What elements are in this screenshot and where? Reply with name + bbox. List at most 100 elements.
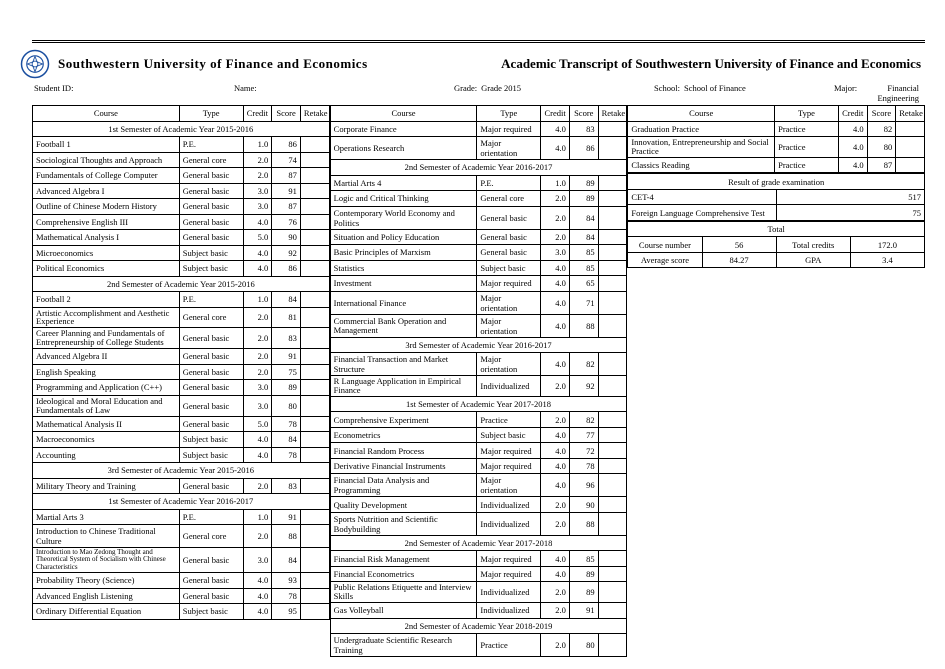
exam-value: 517 (776, 189, 924, 205)
course-retake (598, 353, 627, 376)
course-row: Situation and Policy EducationGeneral ba… (330, 229, 627, 245)
course-row: Martial Arts 4P.E.1.089 (330, 175, 627, 191)
course-type: General basic (179, 199, 243, 215)
course-score: 84 (272, 432, 301, 448)
course-type: Individualized (477, 603, 541, 619)
course-type: Individualized (477, 497, 541, 513)
course-retake (300, 447, 329, 463)
course-type: Subject basic (179, 245, 243, 261)
course-retake (300, 261, 329, 277)
course-name: Quality Development (330, 497, 477, 513)
course-retake (300, 349, 329, 365)
course-retake (300, 395, 329, 416)
course-name: R Language Application in Empirical Fina… (330, 376, 477, 397)
course-name: Advanced Algebra I (33, 183, 180, 199)
course-type: P.E. (179, 137, 243, 153)
th-credit: Credit (541, 106, 570, 122)
th-credit: Credit (838, 106, 867, 122)
course-retake (300, 137, 329, 153)
course-score: 85 (569, 260, 598, 276)
course-retake (598, 376, 627, 397)
course-retake (598, 512, 627, 535)
course-retake (598, 443, 627, 459)
course-retake (300, 573, 329, 589)
course-retake (598, 291, 627, 314)
course-credit: 2.0 (541, 582, 570, 603)
course-score: 87 (272, 199, 301, 215)
course-score: 74 (272, 152, 301, 168)
semester-header: 2nd Semester of Academic Year 2015-2016 (33, 276, 330, 292)
course-type: Individualized (477, 582, 541, 603)
course-credit: 2.0 (243, 525, 272, 548)
course-row: InvestmentMajor required4.065 (330, 276, 627, 292)
student-meta-row: Student ID: Name: Grade: Grade 2015 Scho… (34, 83, 925, 103)
course-score: 85 (569, 551, 598, 567)
course-retake (598, 497, 627, 513)
course-row: Artistic Accomplishment and Aesthetic Ex… (33, 307, 330, 328)
course-credit: 2.0 (243, 364, 272, 380)
course-score: 91 (272, 509, 301, 525)
course-retake (896, 121, 925, 137)
table-header-row: Course Type Credit Score Retake (628, 106, 925, 122)
course-name: Political Economics (33, 261, 180, 277)
course-score: 80 (272, 395, 301, 416)
course-score: 83 (272, 328, 301, 349)
semester-header: 3rd Semester of Academic Year 2015-2016 (33, 463, 330, 479)
semester-header: 2nd Semester of Academic Year 2017-2018 (330, 535, 627, 551)
course-type: Major required (477, 551, 541, 567)
course-name: Graduation Practice (628, 121, 775, 137)
course-name: Macroeconomics (33, 432, 180, 448)
course-name: Classics Reading (628, 157, 775, 173)
th-score: Score (272, 106, 301, 122)
course-credit: 4.0 (243, 214, 272, 230)
course-credit: 4.0 (243, 447, 272, 463)
course-type: General basic (477, 206, 541, 229)
student-id-label: Student ID: (34, 83, 73, 103)
course-retake (300, 364, 329, 380)
course-type: General basic (179, 364, 243, 380)
course-credit: 2.0 (243, 152, 272, 168)
course-credit: 5.0 (243, 230, 272, 246)
course-retake (300, 432, 329, 448)
course-row: EconometricsSubject basic4.077 (330, 427, 627, 443)
course-credit: 4.0 (838, 121, 867, 137)
course-row: Innovation, Entrepreneurship and Social … (628, 137, 925, 158)
course-type: General basic (179, 548, 243, 573)
course-row: Financial Transaction and Market Structu… (330, 353, 627, 376)
course-credit: 4.0 (541, 566, 570, 582)
course-number-label: Course number (628, 237, 702, 253)
course-row: Introduction to Chinese Traditional Cult… (33, 525, 330, 548)
course-type: General basic (179, 328, 243, 349)
transcript-table-3: Course Type Credit Score Retake Graduati… (627, 105, 925, 173)
course-row: Outline of Chinese Modern HistoryGeneral… (33, 199, 330, 215)
course-score: 78 (272, 416, 301, 432)
course-credit: 1.0 (243, 137, 272, 153)
course-retake (300, 604, 329, 620)
course-retake (300, 292, 329, 308)
semester-header: 1st Semester of Academic Year 2016-2017 (33, 494, 330, 510)
semester-header-text: 2nd Semester of Academic Year 2016-2017 (330, 160, 627, 176)
course-type: General basic (179, 214, 243, 230)
course-score: 90 (569, 497, 598, 513)
course-score: 88 (272, 525, 301, 548)
course-type: Major required (477, 458, 541, 474)
course-score: 95 (272, 604, 301, 620)
course-credit: 3.0 (243, 548, 272, 573)
course-name: Football 2 (33, 292, 180, 308)
course-row: Football 2P.E.1.084 (33, 292, 330, 308)
total-credits-label: Total credits (776, 237, 850, 253)
course-credit: 1.0 (541, 175, 570, 191)
course-credit: 1.0 (243, 509, 272, 525)
th-type: Type (179, 106, 243, 122)
th-course: Course (33, 106, 180, 122)
course-row: Gas VolleyballIndividualized2.091 (330, 603, 627, 619)
avg-score-value: 84.27 (702, 252, 776, 268)
course-row: Comprehensive ExperimentPractice2.082 (330, 412, 627, 428)
exam-row: CET-4517 (628, 189, 925, 205)
course-credit: 4.0 (541, 121, 570, 137)
course-row: Political EconomicsSubject basic4.086 (33, 261, 330, 277)
major-label: Major: (834, 83, 857, 103)
course-name: Military Theory and Training (33, 478, 180, 494)
transcript-page: Southwestern University of Finance and E… (0, 0, 945, 669)
course-retake (598, 427, 627, 443)
